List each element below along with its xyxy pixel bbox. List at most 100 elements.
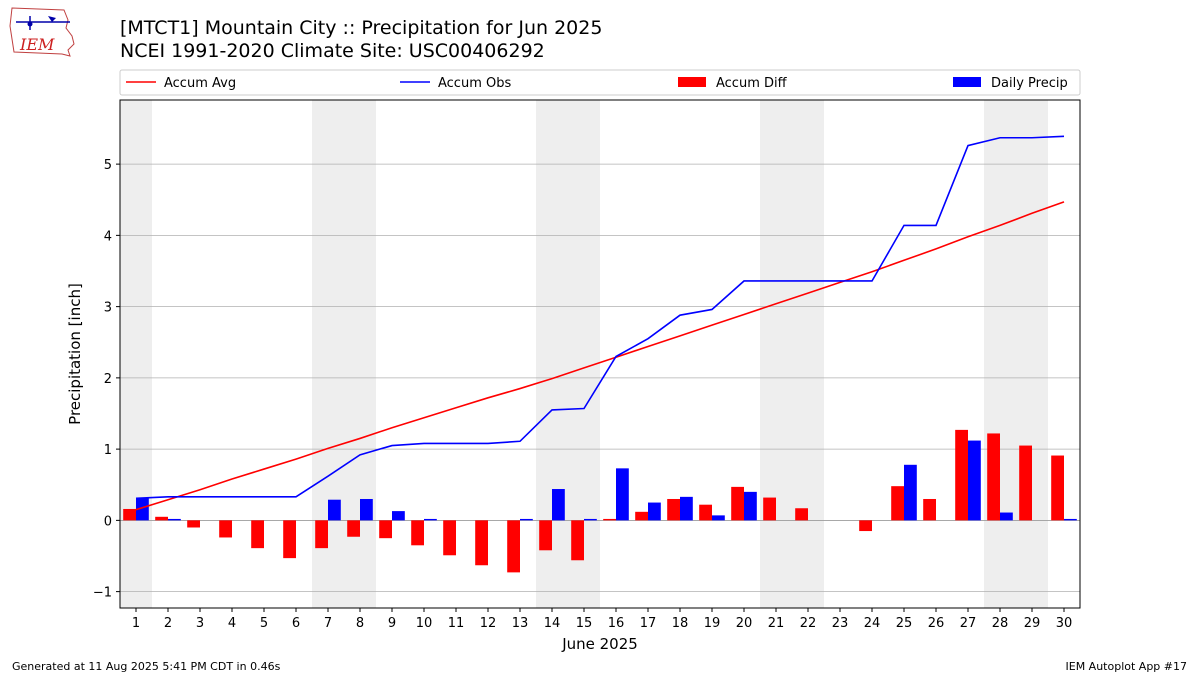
daily-precip-bar: [424, 518, 437, 521]
accum-diff-bar: [507, 520, 520, 573]
y-tick-label: 4: [104, 229, 112, 244]
accum-avg-line: [135, 201, 1065, 511]
x-axis-label: June 2025: [561, 635, 638, 653]
accum-diff-bar: [315, 520, 328, 549]
x-tick-label: 15: [576, 616, 593, 631]
daily-precip-bar: [584, 518, 597, 521]
daily-precip-bar: [904, 464, 917, 521]
accum-diff-bar: [699, 504, 712, 521]
x-tick-label: 21: [768, 616, 785, 631]
y-tick-label: 0: [104, 514, 112, 529]
chart-title-line2: NCEI 1991-2020 Climate Site: USC00406292: [120, 40, 545, 62]
x-tick-label: 28: [992, 616, 1009, 631]
accum-diff-bar: [667, 498, 680, 521]
accum-diff-bar: [219, 520, 232, 538]
weekend-band-28: [984, 100, 1016, 608]
daily-precip-bar: [680, 496, 693, 521]
accum-diff-bar: [283, 520, 296, 559]
daily-precip-bar: [744, 491, 757, 521]
accum-diff-bar: [795, 508, 808, 521]
x-tick-label: 9: [388, 616, 396, 631]
weekend-band-22: [792, 100, 824, 608]
accum-diff-bar: [987, 433, 1000, 521]
y-tick-label: 2: [104, 372, 112, 387]
weekend-band-1: [120, 100, 152, 608]
x-tick-label: 12: [480, 616, 497, 631]
y-tick-label: −1: [93, 586, 112, 601]
chart-title-line1: [MTCT1] Mountain City :: Precipitation f…: [120, 17, 603, 39]
x-tick-label: 17: [640, 616, 657, 631]
x-tick-label: 30: [1056, 616, 1073, 631]
accum-diff-bar: [859, 520, 872, 532]
daily-precip-bar: [648, 502, 661, 521]
iem-logo: IEM: [9, 7, 75, 57]
daily-precip-bar: [168, 518, 181, 521]
accum-diff-bar: [923, 498, 936, 521]
accum-obs-line: [135, 135, 1065, 500]
x-tick-label: 11: [448, 616, 465, 631]
y-ticks: −1 0 1 2 3 4 5: [93, 158, 120, 601]
lines: [135, 135, 1065, 511]
x-tick-label: 3: [196, 616, 204, 631]
accum-diff-bar: [123, 508, 136, 521]
x-tick-label: 16: [608, 616, 625, 631]
legend-swatch: [953, 77, 981, 87]
accum-diff-bar: [635, 511, 648, 521]
daily-precip-bar: [552, 489, 565, 521]
accum-diff-bar: [1019, 445, 1032, 521]
legend-box: [119, 69, 1081, 96]
accum-diff-bar: [571, 520, 584, 561]
daily-precip-bar: [1064, 518, 1077, 521]
x-tick-label: 6: [292, 616, 300, 631]
x-tick-label: 1: [132, 616, 140, 631]
accum-diff-bar: [155, 516, 168, 521]
y-tick-label: 1: [104, 443, 112, 458]
x-tick-label: 27: [960, 616, 977, 631]
x-tick-label: 22: [800, 616, 817, 631]
bars: [123, 429, 1077, 573]
legend-label: Accum Diff: [716, 76, 788, 91]
accum-diff-bar: [955, 429, 968, 521]
x-tick-label: 26: [928, 616, 945, 631]
y-tick-label: 5: [104, 158, 112, 173]
x-tick-label: 5: [260, 616, 268, 631]
accum-diff-bar: [763, 497, 776, 521]
x-tick-label: 25: [896, 616, 913, 631]
generated-timestamp: Generated at 11 Aug 2025 5:41 PM CDT in …: [12, 660, 281, 673]
legend: Accum Avg Accum Obs Accum Diff Daily Precip: [119, 69, 1081, 96]
accum-diff-bar: [187, 520, 200, 528]
app-credit: IEM Autoplot App #17: [1065, 660, 1188, 673]
logo-text: IEM: [19, 35, 55, 54]
daily-precip-bar: [392, 511, 405, 521]
x-tick-label: 10: [416, 616, 433, 631]
x-tick-label: 19: [704, 616, 721, 631]
legend-label: Daily Precip: [991, 76, 1068, 91]
accum-diff-bar: [379, 520, 392, 539]
x-tick-label: 20: [736, 616, 753, 631]
daily-precip-bar: [520, 518, 533, 521]
accum-diff-bar: [603, 518, 616, 521]
legend-label: Accum Obs: [438, 76, 511, 91]
daily-precip-bar: [616, 468, 629, 521]
accum-diff-bar: [891, 486, 904, 521]
accum-diff-bar: [539, 520, 552, 551]
x-tick-label: 2: [164, 616, 172, 631]
daily-precip-bar: [712, 515, 725, 521]
weekend-band-29: [1016, 100, 1048, 608]
accum-diff-bar: [443, 520, 456, 556]
x-tick-label: 18: [672, 616, 689, 631]
daily-precip-bar: [1000, 512, 1013, 521]
x-tick-label: 4: [228, 616, 236, 631]
y-tick-label: 3: [104, 301, 112, 316]
accum-diff-bar: [347, 520, 360, 537]
accum-diff-bar: [1051, 455, 1064, 521]
plot-area: [119, 99, 1081, 609]
x-tick-label: 23: [832, 616, 849, 631]
daily-precip-bar: [968, 440, 981, 521]
x-tick-label: 29: [1024, 616, 1041, 631]
legend-swatch: [678, 77, 706, 87]
weekend-band-21: [760, 100, 792, 608]
daily-precip-bar: [328, 499, 341, 521]
x-tick-label: 24: [864, 616, 881, 631]
